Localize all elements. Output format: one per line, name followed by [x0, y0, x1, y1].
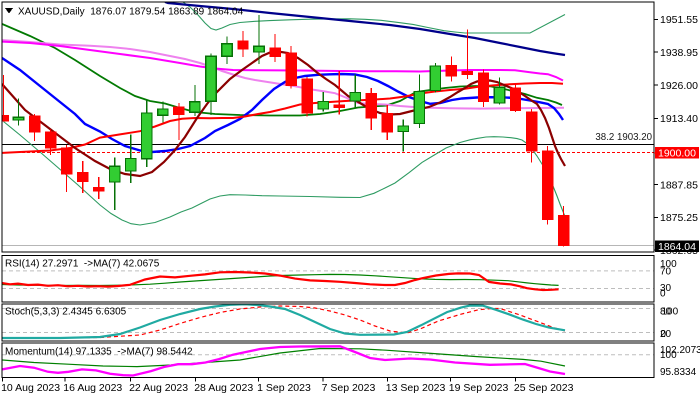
- svg-text:20: 20: [660, 329, 672, 340]
- svg-text:1875.25: 1875.25: [660, 212, 698, 224]
- svg-text:30: 30: [660, 283, 672, 294]
- svg-text:RSI(14) 27.2971 ->MA(7) 42.06: RSI(14) 27.2971 ->MA(7) 42.0675: [5, 259, 160, 270]
- svg-text:1864.04: 1864.04: [658, 241, 696, 253]
- svg-text:1913.40: 1913.40: [660, 113, 698, 125]
- svg-text:1 Sep 2023: 1 Sep 2023: [257, 382, 311, 394]
- svg-text:19 Sep 2023: 19 Sep 2023: [449, 382, 509, 394]
- svg-text:80: 80: [660, 306, 672, 317]
- svg-text:Stoch(5,3,3) 2.4345 6.6305: Stoch(5,3,3) 2.4345 6.6305: [5, 307, 127, 318]
- svg-text:22 Aug 2023: 22 Aug 2023: [129, 382, 188, 394]
- svg-text:100: 100: [660, 350, 677, 361]
- svg-text:XAUUSD,Daily 1876.07 1879.54: XAUUSD,Daily 1876.07 1879.54 1863.89 186…: [18, 7, 244, 18]
- svg-text:1887.85: 1887.85: [660, 180, 698, 192]
- svg-text:0: 0: [660, 288, 666, 299]
- svg-text:95.8334: 95.8334: [660, 367, 697, 378]
- svg-text:38.2 1903.20: 38.2 1903.20: [595, 132, 652, 143]
- svg-text:16 Aug 2023: 16 Aug 2023: [63, 382, 122, 394]
- svg-text:28 Aug 2023: 28 Aug 2023: [194, 382, 253, 394]
- svg-text:100: 100: [660, 259, 677, 270]
- svg-text:13 Sep 2023: 13 Sep 2023: [386, 382, 446, 394]
- svg-text:1951.55: 1951.55: [660, 14, 698, 26]
- svg-text:7 Sep 2023: 7 Sep 2023: [322, 382, 376, 394]
- svg-text:70: 70: [660, 266, 672, 277]
- svg-text:1938.95: 1938.95: [660, 47, 698, 59]
- svg-text:1926.00: 1926.00: [660, 80, 698, 92]
- svg-text:Momentum(14) 97.1335 ->MA(7): Momentum(14) 97.1335 ->MA(7) 98.5442: [5, 347, 193, 358]
- svg-text:25 Sep 2023: 25 Sep 2023: [514, 382, 574, 394]
- svg-text:10 Aug 2023: 10 Aug 2023: [1, 382, 60, 394]
- svg-text:0: 0: [661, 329, 667, 340]
- svg-text:1900.00: 1900.00: [658, 147, 696, 159]
- svg-text:100: 100: [662, 306, 679, 317]
- svg-text:102.2073: 102.2073: [660, 345, 700, 356]
